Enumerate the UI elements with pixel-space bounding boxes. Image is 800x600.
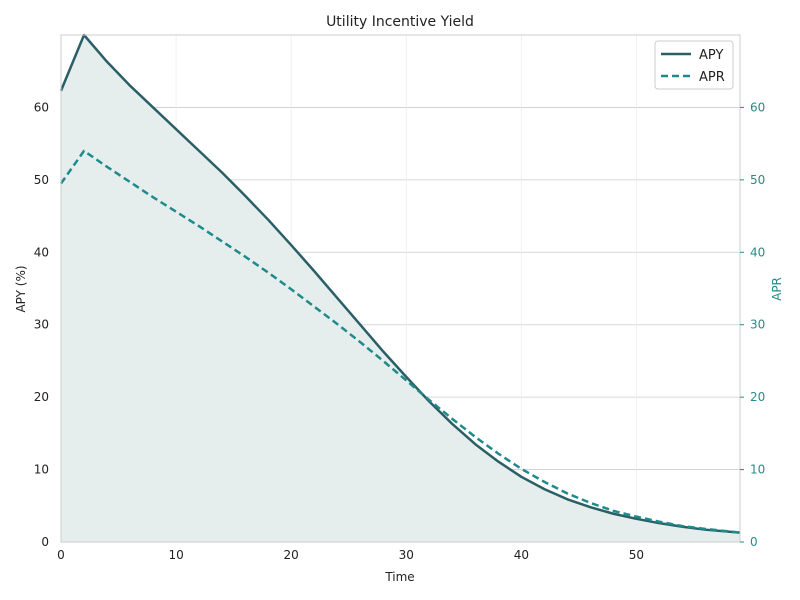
y2-tick-label-0: 0 <box>750 535 758 549</box>
x-tick-label-10: 10 <box>168 548 183 562</box>
x-tick-label-30: 30 <box>399 548 414 562</box>
y-tick-label-10: 10 <box>34 463 49 477</box>
y2-tick-label-40: 40 <box>750 245 765 259</box>
series-line-apr <box>59 149 741 534</box>
area-apy <box>61 35 740 542</box>
series-lines <box>59 33 741 534</box>
legend-label-apy: APY <box>699 48 723 63</box>
y-tick-label-0: 0 <box>41 535 49 549</box>
x-tick-label-40: 40 <box>514 548 529 562</box>
legend: APY APR <box>654 40 734 90</box>
series-line-apy <box>59 33 741 534</box>
chart-title: Utility Incentive Yield <box>326 14 474 30</box>
x-axis-title: Time <box>384 570 414 584</box>
y2-tick-label-10: 10 <box>750 463 765 477</box>
legend-label-apr: APR <box>699 70 725 85</box>
y2-tick-label-20: 20 <box>750 390 765 404</box>
axes: 0 10 20 30 40 50 0 10 20 30 40 50 60 0 10 20 30 40 50 60 <box>34 100 766 562</box>
y-tick-label-20: 20 <box>34 390 49 404</box>
x-tick-label-50: 50 <box>629 548 644 562</box>
apy-area <box>61 35 740 542</box>
x-tick-label-0: 0 <box>57 548 65 562</box>
x-tick-label-20: 20 <box>284 548 299 562</box>
y-tick-label-40: 40 <box>34 245 49 259</box>
y2-axis-title: APR <box>770 277 784 301</box>
y-tick-label-60: 60 <box>34 100 49 114</box>
y-tick-label-30: 30 <box>34 318 49 332</box>
plot-border <box>60 34 741 543</box>
y2-tick-label-30: 30 <box>750 318 765 332</box>
y2-tick-label-60: 60 <box>750 100 765 114</box>
y-tick-label-50: 50 <box>34 173 49 187</box>
plot-frame <box>60 34 741 543</box>
y2-tick-label-50: 50 <box>750 173 765 187</box>
y-axis-title: APY (%) <box>14 265 28 312</box>
